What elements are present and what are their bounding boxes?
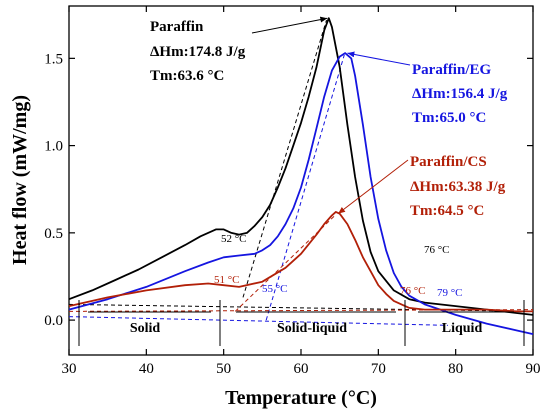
y-tick-label: 0.5	[44, 226, 63, 242]
onset-label-eg: 55 °C	[262, 283, 288, 295]
annotation-paraffin: Paraffin ΔHm:174.8 J/g Tm:63.6 °C	[150, 19, 246, 84]
x-tick-label: 90	[526, 361, 541, 377]
annotation-arrows	[251, 16, 411, 215]
series-lines	[68, 17, 534, 335]
x-tick-label: 70	[371, 361, 386, 377]
tangent-line	[242, 19, 327, 298]
tangent-line	[68, 316, 448, 326]
phase-regions	[78, 300, 525, 346]
annotation-eg-hm: ΔHm:156.4 J/g	[412, 86, 508, 102]
series-line-paraffin-cs	[68, 211, 533, 313]
axis-ticks: 30 40 50 60 70 80 90 0.0 0.5 1.0 1.5	[44, 6, 541, 377]
annotation-eg-tm: Tm:65.0 °C	[412, 110, 486, 126]
x-axis-title: Temperature (°C)	[225, 387, 377, 409]
arrow-paraffin-cs	[337, 159, 409, 215]
x-tick-label: 30	[62, 361, 77, 377]
x-tick-label: 80	[448, 361, 463, 377]
onset-label-cs: 51 °C	[214, 274, 240, 286]
annotation-paraffin-hm: ΔHm:174.8 J/g	[150, 44, 246, 60]
annotation-paraffin-tm: Tm:63.6 °C	[150, 68, 224, 84]
annotation-cs-tm: Tm:64.5 °C	[410, 203, 484, 219]
endset-label-eg: 79 °C	[437, 287, 463, 299]
region-liquid: Liquid	[442, 321, 483, 336]
annotation-cs-hm: ΔHm:63.38 J/g	[410, 179, 506, 195]
annotation-paraffin-eg: Paraffin/EG ΔHm:156.4 J/g Tm:65.0 °C	[412, 62, 508, 126]
x-tick-label: 60	[294, 361, 309, 377]
x-tick-label: 40	[139, 361, 154, 377]
annotation-paraffin-name: Paraffin	[150, 19, 204, 35]
endset-label-cs: 76 °C	[400, 285, 426, 297]
y-axis-title: Heat flow (mW/mg)	[9, 95, 31, 265]
annotation-cs-name: Paraffin/CS	[410, 154, 487, 170]
series-line-paraffin-eg	[68, 52, 534, 335]
region-solid-liquid: Solid-liquid	[277, 321, 347, 336]
series-line-paraffin	[68, 17, 534, 316]
y-tick-label: 1.5	[44, 51, 63, 67]
arrow-paraffin	[251, 16, 328, 34]
endset-label-paraffin: 76 °C	[424, 244, 450, 256]
region-solid: Solid	[130, 321, 161, 336]
y-tick-label: 1.0	[44, 139, 63, 155]
onset-label-paraffin: 52 °C	[221, 233, 247, 245]
annotation-eg-name: Paraffin/EG	[412, 62, 491, 78]
y-tick-label: 0.0	[44, 313, 63, 329]
x-tick-label: 50	[216, 361, 231, 377]
annotation-paraffin-cs: Paraffin/CS ΔHm:63.38 J/g Tm:64.5 °C	[410, 154, 506, 219]
arrow-paraffin-eg	[347, 51, 411, 66]
